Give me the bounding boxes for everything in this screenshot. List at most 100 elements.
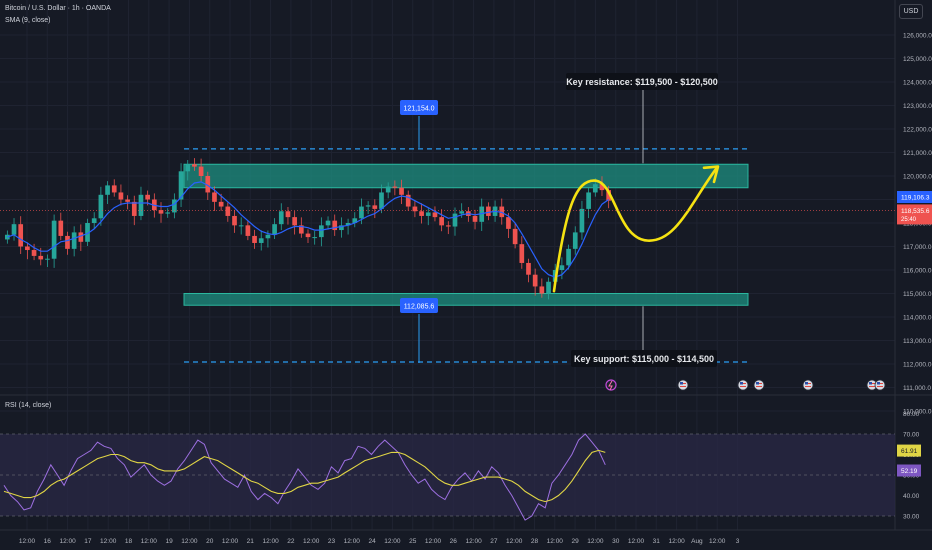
time-tick-label: 23 [328, 538, 336, 545]
candle-body [58, 220, 64, 236]
candle-body [365, 205, 371, 207]
time-tick-label: 18 [125, 538, 133, 545]
flag-canton [680, 382, 683, 385]
time-axis[interactable]: 12:00 16 12:00 17 12:00 18 12:00 19 12:00 20 12:00… [19, 538, 740, 545]
price-tick-label: 125,000.0 [903, 56, 932, 63]
candle-body [252, 235, 257, 243]
current-close-badge [897, 191, 932, 204]
candle-body [345, 223, 351, 226]
candle-body [379, 192, 384, 209]
price-tick-label: 112,000.0 [903, 362, 932, 369]
time-tick-label: 27 [490, 538, 498, 545]
candle-body [78, 232, 84, 242]
candle-body [566, 248, 571, 266]
time-tick-label: 30 [612, 538, 620, 545]
candle-body [298, 225, 304, 234]
candle-body [198, 166, 204, 176]
support-callout-text: Key support: $115,000 - $114,500 [574, 354, 714, 364]
candle-body [205, 176, 211, 193]
us-flag-event-icon [737, 379, 749, 391]
last-price-badge [897, 204, 932, 225]
time-tick-label: 25 [409, 538, 417, 545]
flag-canton [877, 382, 880, 385]
candle-body [265, 234, 271, 239]
candle-body [425, 212, 431, 216]
candle-body [599, 184, 605, 191]
time-tick-label: 31 [653, 538, 661, 545]
candle-body [145, 194, 150, 200]
support-zone [183, 293, 749, 306]
candle-body [165, 212, 171, 214]
candle-body [192, 164, 197, 167]
time-tick-label: 12:00 [344, 538, 361, 545]
price-tick-label: 121,000.0 [903, 150, 932, 157]
candle-body [238, 225, 244, 227]
candle-body [399, 187, 404, 195]
current-close-text: 119,106.3 [901, 195, 930, 202]
countdown-text: 25:40 [901, 217, 917, 223]
time-tick-label: 12:00 [628, 538, 645, 545]
price-tick-label: 110,000.0 [903, 409, 932, 416]
candle-body [131, 201, 137, 216]
time-tick-label: 29 [571, 538, 579, 545]
time-tick-label: 12:00 [506, 538, 523, 545]
candle-body [592, 184, 598, 193]
zones[interactable] [183, 148, 749, 363]
candle-body [111, 185, 117, 193]
candle-body [138, 194, 144, 216]
candle-body [258, 238, 264, 243]
candle-body [432, 212, 438, 218]
candle-body [11, 224, 17, 235]
candle-body [319, 225, 324, 238]
time-tick-label: 21 [247, 538, 255, 545]
flag-stripe [877, 386, 883, 387]
flag-stripe [740, 386, 746, 387]
candle-body [385, 186, 391, 193]
candle-body [372, 205, 378, 209]
candle-body [118, 192, 124, 200]
rsi-tick-label: 80.00 [903, 411, 920, 418]
candle-body [45, 258, 50, 260]
time-tick-label: 12:00 [668, 538, 685, 545]
candle-body [185, 164, 191, 172]
candle-body [452, 213, 458, 227]
candle-body [359, 206, 364, 219]
rsi-ma-badge [897, 444, 921, 457]
time-tick-label: 26 [450, 538, 458, 545]
candle-body [586, 192, 591, 209]
symbol-title[interactable]: Bitcoin / U.S. Dollar · 1h · OANDA [5, 5, 111, 12]
rsi-tick-label: 70.00 [903, 432, 920, 439]
flag-canton [805, 382, 808, 385]
candle-body [218, 201, 224, 207]
currency-button[interactable]: USD [899, 4, 923, 19]
price-axis[interactable]: 126,000.0 125,000.0 124,000.0 123,000.0 122,… [897, 33, 932, 521]
candle-body [285, 211, 291, 218]
time-tick-label: 12:00 [100, 538, 117, 545]
us-flag-event-icon [802, 379, 814, 391]
candle-body [325, 220, 331, 226]
sma-polyline [7, 181, 610, 278]
event-markers[interactable] [605, 379, 886, 391]
rsi-text: 52.19 [901, 468, 918, 475]
candle-body [178, 171, 184, 200]
candle-body [472, 215, 478, 222]
candle-body [71, 232, 77, 249]
time-tick-label: 12:00 [425, 538, 442, 545]
candle-body [65, 235, 70, 249]
rsi-polyline [3, 433, 606, 521]
flag-stripe [869, 386, 875, 387]
rsi-legend[interactable]: RSI (14, close) [5, 402, 52, 409]
resistance-zone [183, 163, 749, 189]
time-tick-label: 28 [531, 538, 539, 545]
sma-line [7, 181, 610, 278]
price-tick-label: 120,000.0 [903, 174, 932, 181]
time-tick-label: 19 [165, 538, 173, 545]
candle-body [412, 206, 418, 212]
candle-body [459, 211, 465, 214]
sma-legend[interactable]: SMA (9, close) [5, 17, 51, 24]
candle-body [572, 232, 578, 249]
time-tick-label: 12:00 [547, 538, 564, 545]
projection-arrowhead [702, 165, 720, 184]
candle-body [272, 224, 277, 235]
